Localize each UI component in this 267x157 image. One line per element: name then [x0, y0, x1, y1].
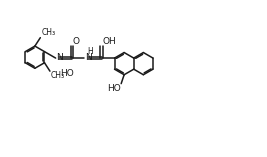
Text: N: N [85, 53, 92, 62]
Text: HO: HO [60, 69, 74, 78]
Text: CH₃: CH₃ [51, 71, 65, 81]
Text: CH₃: CH₃ [41, 28, 56, 37]
Text: N: N [56, 53, 63, 62]
Text: H: H [87, 47, 93, 56]
Text: OH: OH [102, 37, 116, 46]
Text: O: O [73, 37, 80, 46]
Text: HO: HO [107, 84, 121, 93]
